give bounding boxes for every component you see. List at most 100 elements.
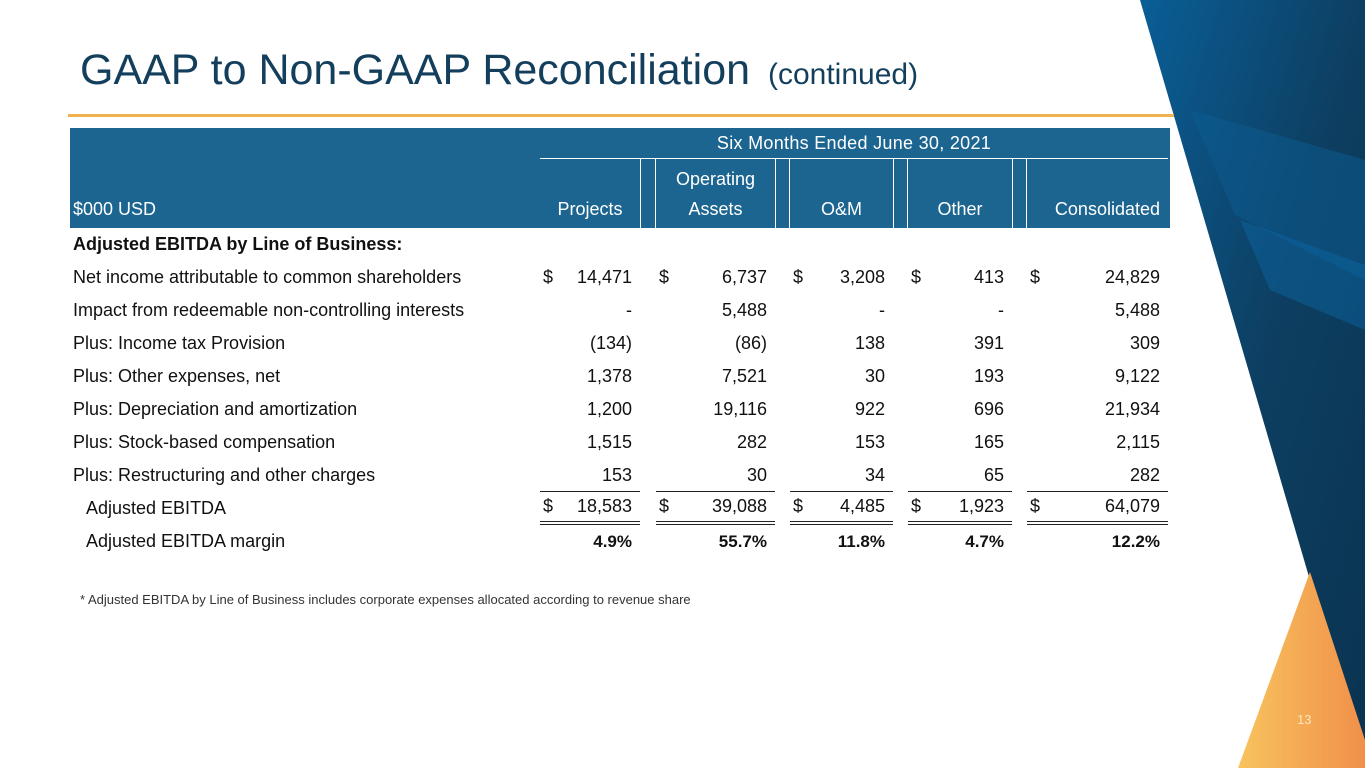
value: 6,737 xyxy=(721,267,767,287)
table-row: Adjusted EBITDA $18,583 $39,088 $4,485 $1,92… xyxy=(70,492,1170,525)
currency-symbol: $ xyxy=(659,267,670,287)
table-row: Plus: Stock-based compensation 1,515 282 15… xyxy=(70,426,1170,459)
value: (86) xyxy=(734,333,767,353)
value-cell: 11.8% xyxy=(790,525,893,558)
table-row: Adjusted EBITDA margin 4.9% 55.7% 11.8% 4.7%… xyxy=(70,525,1170,558)
value: 282 xyxy=(736,432,767,452)
value-cell: 1,200 xyxy=(540,393,640,426)
value-cell: $3,208 xyxy=(790,261,893,294)
page-number: 13 xyxy=(1297,712,1312,727)
value: 1,515 xyxy=(586,432,632,452)
value: 34 xyxy=(864,464,885,485)
value-cell: 696 xyxy=(908,393,1012,426)
value: 696 xyxy=(973,399,1004,419)
footnote: * Adjusted EBITDA by Line of Business in… xyxy=(80,592,691,607)
value-cell: $18,583 xyxy=(540,492,640,525)
value-cell: 21,934 xyxy=(1027,393,1168,426)
section-label-row: Adjusted EBITDA by Line of Business: xyxy=(70,228,1170,261)
value-cell: 138 xyxy=(790,327,893,360)
value: 21,934 xyxy=(1104,399,1160,419)
column-header-om: O&M xyxy=(820,199,862,219)
value: 18,583 xyxy=(576,496,632,516)
value: 165 xyxy=(973,432,1004,452)
value-cell: - xyxy=(908,294,1012,327)
value: 4,485 xyxy=(839,496,885,516)
value: 55.7% xyxy=(718,531,767,551)
value-cell: 282 xyxy=(656,426,775,459)
value-cell: 153 xyxy=(790,426,893,459)
value-cell: $14,471 xyxy=(540,261,640,294)
header-columns-row: $000 USD Projects Operating Assets O&M O… xyxy=(70,158,1170,228)
row-label: Plus: Stock-based compensation xyxy=(73,432,336,452)
value-cell: $64,079 xyxy=(1027,492,1168,525)
column-header-consolidated: Consolidated xyxy=(1054,199,1160,219)
blue-facet xyxy=(1190,110,1365,280)
value: 153 xyxy=(854,432,885,452)
value: 30 xyxy=(864,366,885,386)
currency-symbol: $ xyxy=(1030,267,1041,287)
value-cell: - xyxy=(540,294,640,327)
value-cell: 5,488 xyxy=(656,294,775,327)
column-header-other: Other xyxy=(937,199,983,219)
reconciliation-table: Six Months Ended June 30, 2021 $000 USD … xyxy=(70,128,1170,558)
value-cell: $4,485 xyxy=(790,492,893,525)
value: 9,122 xyxy=(1114,366,1160,386)
value: 64,079 xyxy=(1104,496,1160,516)
column-header-projects: Projects xyxy=(557,199,623,219)
value-cell: $39,088 xyxy=(656,492,775,525)
title-text: GAAP to Non-GAAP Reconciliation xyxy=(80,46,751,94)
row-label: Plus: Depreciation and amortization xyxy=(73,399,358,419)
row-label: Plus: Income tax Provision xyxy=(73,333,286,353)
header-period-row: Six Months Ended June 30, 2021 xyxy=(70,128,1170,159)
value: 5,488 xyxy=(1114,300,1160,320)
value-cell: 19,116 xyxy=(656,393,775,426)
row-label: Impact from redeemable non-controlling i… xyxy=(73,300,465,320)
currency-symbol: $ xyxy=(793,267,804,287)
page-title: GAAP to Non-GAAP Reconciliation (continu… xyxy=(80,46,918,95)
value-cell: 165 xyxy=(908,426,1012,459)
value: 1,200 xyxy=(586,399,632,419)
value-cell: 4.9% xyxy=(540,525,640,558)
table-row: Net income attributable to common shareh… xyxy=(70,261,1170,294)
title-divider xyxy=(68,114,1174,117)
value-cell: 65 xyxy=(908,459,1012,492)
value: - xyxy=(998,300,1004,320)
value: 19,116 xyxy=(713,399,767,419)
value-cell: $1,923 xyxy=(908,492,1012,525)
currency-symbol: $ xyxy=(1030,496,1041,516)
value-cell: 2,115 xyxy=(1027,426,1168,459)
currency-symbol: $ xyxy=(793,496,804,516)
value-cell: 4.7% xyxy=(908,525,1012,558)
value-cell: 55.7% xyxy=(656,525,775,558)
value-cell: 309 xyxy=(1027,327,1168,360)
value: 391 xyxy=(973,333,1004,353)
currency-symbol: $ xyxy=(543,267,554,287)
value-cell: $24,829 xyxy=(1027,261,1168,294)
value: 30 xyxy=(746,464,767,485)
row-label: Net income attributable to common shareh… xyxy=(73,267,462,287)
value-cell: 7,521 xyxy=(656,360,775,393)
value-cell: 30 xyxy=(656,459,775,492)
table-row: Plus: Other expenses, net 1,378 7,521 30 193… xyxy=(70,360,1170,393)
value-cell: (86) xyxy=(656,327,775,360)
value-cell: (134) xyxy=(540,327,640,360)
value: - xyxy=(626,300,632,320)
value: 3,208 xyxy=(839,267,885,287)
value-cell: 922 xyxy=(790,393,893,426)
currency-symbol: $ xyxy=(659,496,670,516)
orange-triangle xyxy=(1238,572,1365,768)
value: 922 xyxy=(854,399,885,419)
value-cell: - xyxy=(790,294,893,327)
row-label: Adjusted EBITDA margin xyxy=(86,531,286,551)
currency-symbol: $ xyxy=(543,496,554,516)
value-cell: 1,515 xyxy=(540,426,640,459)
table-row: Plus: Restructuring and other charges 153… xyxy=(70,459,1170,492)
unit-label: $000 USD xyxy=(73,199,157,219)
value: 153 xyxy=(601,464,632,485)
title-suffix: (continued) xyxy=(767,58,919,91)
period-header: Six Months Ended June 30, 2021 xyxy=(540,128,1168,159)
value-cell: 391 xyxy=(908,327,1012,360)
value-cell: 12.2% xyxy=(1027,525,1168,558)
table-row: Impact from redeemable non-controlling i… xyxy=(70,294,1170,327)
